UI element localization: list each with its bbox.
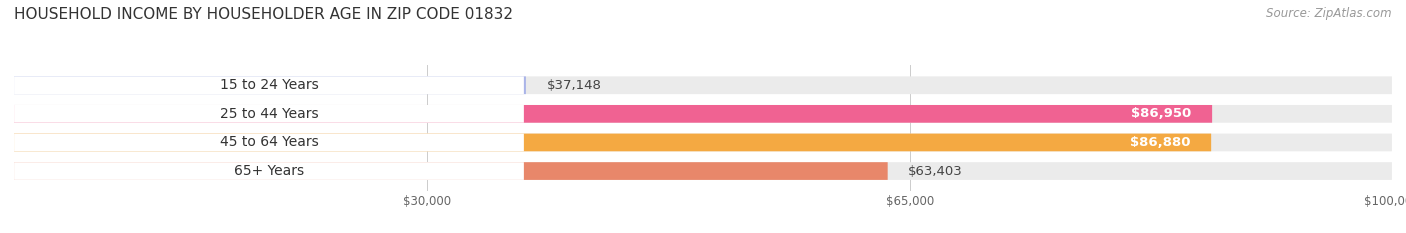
FancyBboxPatch shape bbox=[14, 105, 1392, 123]
Text: $86,950: $86,950 bbox=[1132, 107, 1191, 120]
Text: 45 to 64 Years: 45 to 64 Years bbox=[219, 135, 318, 149]
FancyBboxPatch shape bbox=[14, 134, 524, 151]
Text: $63,403: $63,403 bbox=[908, 164, 963, 178]
Text: 15 to 24 Years: 15 to 24 Years bbox=[219, 78, 318, 92]
FancyBboxPatch shape bbox=[14, 162, 524, 180]
Text: $86,880: $86,880 bbox=[1130, 136, 1191, 149]
Text: Source: ZipAtlas.com: Source: ZipAtlas.com bbox=[1267, 7, 1392, 20]
FancyBboxPatch shape bbox=[14, 134, 1211, 151]
FancyBboxPatch shape bbox=[14, 76, 1392, 94]
FancyBboxPatch shape bbox=[14, 105, 524, 123]
Text: 25 to 44 Years: 25 to 44 Years bbox=[219, 107, 318, 121]
FancyBboxPatch shape bbox=[14, 134, 1392, 151]
Text: 65+ Years: 65+ Years bbox=[233, 164, 304, 178]
Text: $37,148: $37,148 bbox=[547, 79, 602, 92]
FancyBboxPatch shape bbox=[14, 105, 1212, 123]
Text: HOUSEHOLD INCOME BY HOUSEHOLDER AGE IN ZIP CODE 01832: HOUSEHOLD INCOME BY HOUSEHOLDER AGE IN Z… bbox=[14, 7, 513, 22]
FancyBboxPatch shape bbox=[14, 162, 1392, 180]
FancyBboxPatch shape bbox=[14, 76, 524, 94]
FancyBboxPatch shape bbox=[14, 162, 887, 180]
FancyBboxPatch shape bbox=[14, 76, 526, 94]
